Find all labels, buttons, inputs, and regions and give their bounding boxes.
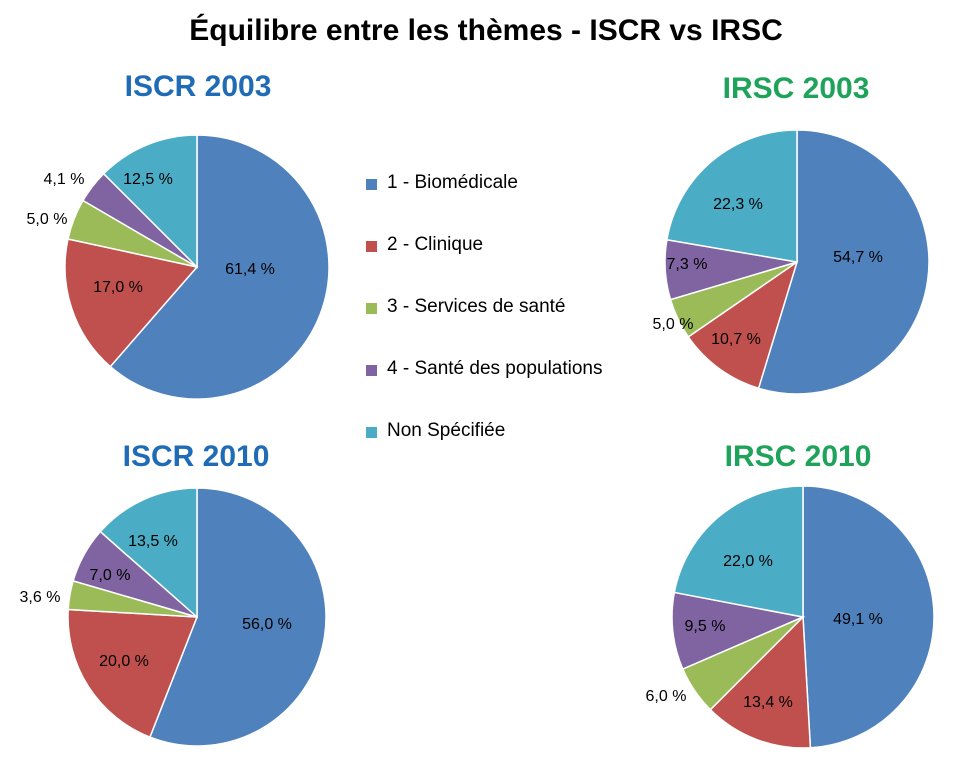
- data-label-sante-populations: 9,5 %: [685, 618, 726, 635]
- data-label-clinique: 20,0 %: [99, 653, 149, 670]
- legend-item-non-specifiee: Non Spécifiée: [366, 420, 603, 482]
- legend-label: Non Spécifiée: [387, 420, 506, 441]
- data-label-non-specifiee: 13,5 %: [128, 533, 178, 550]
- legend-swatch: [366, 365, 377, 376]
- pie-title-iscr-2010: ISCR 2010: [122, 440, 270, 473]
- pie-slice-clinique: [64, 238, 199, 368]
- data-label-non-specifiee: 22,0 %: [723, 553, 773, 570]
- pie-slice-non-specifiee: [99, 487, 198, 619]
- legend: 1 - Biomédicale 2 - Clinique 3 - Service…: [366, 172, 603, 482]
- data-label-biomedicale: 49,1 %: [833, 611, 883, 628]
- pie-slice-non-specifiee: [666, 129, 798, 263]
- legend-label: 4 - Santé des populations: [387, 358, 603, 379]
- data-label-non-specifiee: 22,3 %: [713, 196, 763, 213]
- pie-slice-biomedicale: [148, 487, 327, 747]
- legend-label: 2 - Clinique: [387, 234, 484, 255]
- data-label-services-sante: 5,0 %: [653, 316, 694, 333]
- pie-slice-non-specifiee: [102, 134, 198, 269]
- pie-slice-biomedicale: [757, 129, 930, 395]
- pie-slice-clinique: [709, 615, 812, 749]
- pie-slice-non-specifiee: [673, 485, 804, 618]
- data-label-sante-populations: 7,3 %: [667, 256, 708, 273]
- data-label-services-sante: 3,6 %: [20, 589, 61, 606]
- data-label-biomedicale: 56,0 %: [242, 616, 292, 633]
- data-label-clinique: 17,0 %: [93, 279, 143, 296]
- legend-item-services-sante: 3 - Services de santé: [366, 296, 603, 358]
- data-label-clinique: 10,7 %: [711, 331, 761, 348]
- data-label-sante-populations: 7,0 %: [90, 567, 131, 584]
- data-label-biomedicale: 54,7 %: [833, 249, 883, 266]
- pie-slice-sante-populations: [671, 591, 806, 671]
- pie-slice-clinique: [67, 608, 199, 739]
- pie-title-irsc-2003: IRSC 2003: [722, 72, 870, 105]
- legend-label: 1 - Biomédicale: [387, 172, 518, 193]
- pie-slice-biomedicale: [802, 485, 935, 749]
- data-label-services-sante: 6,0 %: [646, 688, 687, 705]
- legend-item-biomedicale: 1 - Biomédicale: [366, 172, 603, 234]
- data-label-biomedicale: 61,4 %: [225, 261, 275, 278]
- chart-title: Équilibre entre les thèmes - ISCR vs IRS…: [189, 14, 783, 47]
- pie-title-iscr-2003: ISCR 2003: [124, 70, 272, 103]
- legend-label: 3 - Services de santé: [387, 296, 566, 317]
- legend-item-clinique: 2 - Clinique: [366, 234, 603, 296]
- data-label-sante-populations: 4,1 %: [44, 171, 85, 188]
- legend-swatch: [366, 427, 377, 438]
- data-label-clinique: 13,4 %: [743, 694, 793, 711]
- data-label-non-specifiee: 12,5 %: [123, 171, 173, 188]
- pie-slice-biomedicale: [109, 134, 330, 400]
- legend-swatch: [366, 179, 377, 190]
- pie-title-irsc-2010: IRSC 2010: [724, 440, 872, 473]
- pie-slice-clinique: [687, 260, 799, 390]
- data-label-services-sante: 5,0 %: [27, 211, 68, 228]
- legend-item-sante-populations: 4 - Santé des populations: [366, 358, 603, 420]
- legend-swatch: [366, 303, 377, 314]
- legend-swatch: [366, 241, 377, 252]
